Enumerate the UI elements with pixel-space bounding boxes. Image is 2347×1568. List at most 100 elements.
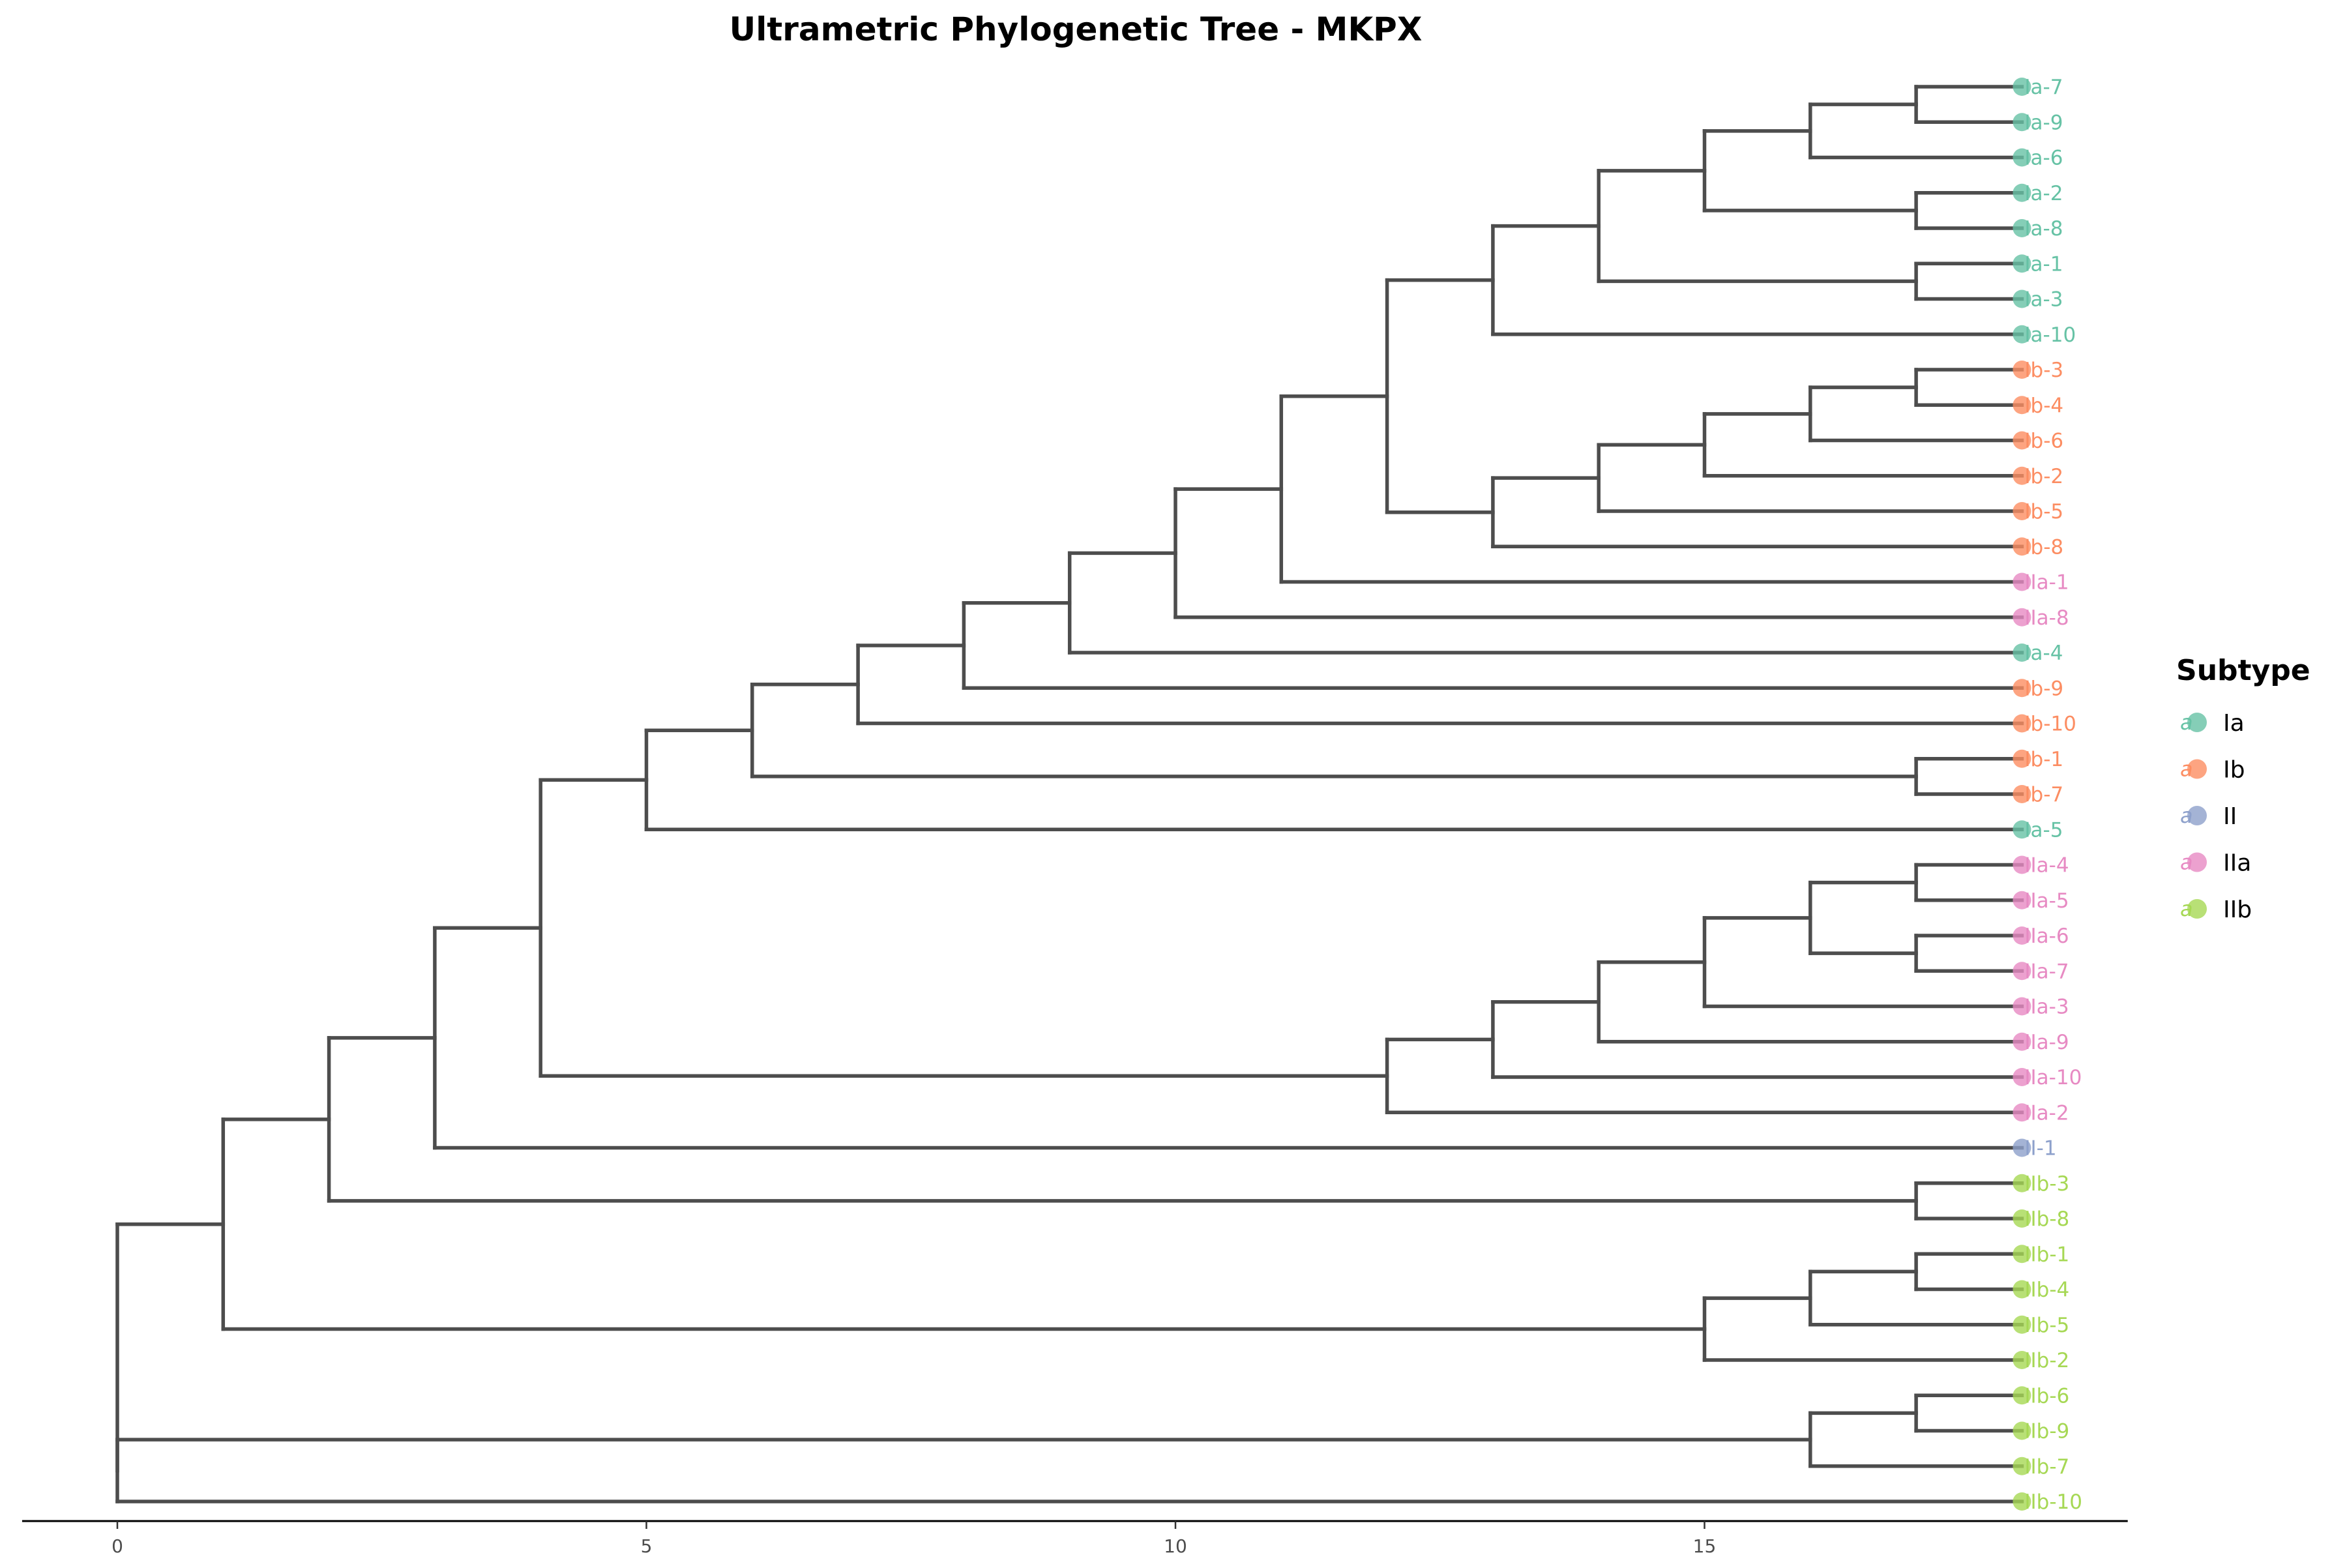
tip-point (2013, 1245, 2031, 1264)
tip-point (2013, 1457, 2031, 1475)
tip-point (2013, 1103, 2031, 1122)
tip-label: IIa-6 (2024, 925, 2069, 948)
tip-label: IIa-9 (2024, 1031, 2069, 1054)
legend-item: a IIb (2180, 896, 2252, 923)
tip-label: Ia-6 (2024, 147, 2063, 170)
legend-label: Ia (2223, 710, 2245, 737)
tip-label: Ib-2 (2024, 465, 2063, 488)
tip-point (2013, 891, 2031, 910)
tip-point (2013, 183, 2031, 202)
tip-point (2013, 502, 2031, 520)
tip-point (2013, 78, 2031, 96)
tree-tips: Ia-7 Ia-9 Ia-6 Ia-2 Ia-8 Ia-1 Ia-3 Ia-10 Ib-3 Ib-… (2013, 76, 2082, 1514)
legend-key-point (2187, 852, 2207, 872)
legend-key-point (2187, 899, 2207, 919)
legend-key-point (2187, 759, 2207, 779)
x-tick-label: 5 (641, 1535, 653, 1557)
legend-item: a Ia (2180, 710, 2245, 737)
tip-point (2013, 1174, 2031, 1192)
tip-point (2013, 148, 2031, 167)
tip-label: Ib-1 (2024, 748, 2063, 771)
tip-label: II-1 (2024, 1137, 2056, 1161)
legend-item: a IIa (2180, 850, 2251, 877)
tip-label: Ia-7 (2024, 76, 2063, 99)
tip-point (2013, 962, 2031, 981)
legend-label: II (2223, 803, 2237, 830)
tip-label: Ia-8 (2024, 217, 2063, 241)
tip-label: IIa-4 (2024, 854, 2069, 878)
tip-label: IIb-9 (2024, 1420, 2069, 1443)
tip-point (2013, 572, 2031, 591)
tip-label: Ia-5 (2024, 818, 2063, 842)
legend-item: a II (2180, 803, 2237, 830)
tip-point (2013, 254, 2031, 273)
chart-title: Ultrametric Phylogenetic Tree - MKPX (730, 10, 1423, 48)
tip-label: IIa-8 (2024, 606, 2069, 630)
tip-label: Ib-5 (2024, 500, 2063, 524)
tip-point (2013, 785, 2031, 803)
tip-point (2013, 1351, 2031, 1369)
tip-point (2013, 219, 2031, 237)
tip-point (2013, 1315, 2031, 1334)
tip-label: IIb-4 (2024, 1279, 2069, 1302)
tip-label: IIa-10 (2024, 1066, 2082, 1089)
tip-point (2013, 1032, 2031, 1051)
tip-label: Ia-4 (2024, 642, 2063, 665)
tip-label: IIa-3 (2024, 996, 2069, 1019)
tree-branches (115, 85, 2024, 1503)
tip-label: IIb-1 (2024, 1243, 2069, 1266)
tip-label: IIb-2 (2024, 1349, 2069, 1372)
x-tick-label: 10 (1164, 1535, 1187, 1557)
tip-point (2013, 289, 2031, 308)
legend-label: Ib (2223, 757, 2245, 784)
tip-label: Ib-10 (2024, 713, 2076, 736)
tip-label: Ib-4 (2024, 394, 2063, 417)
tip-point (2013, 431, 2031, 450)
tip-label: Ia-9 (2024, 111, 2063, 134)
tip-label: IIb-10 (2024, 1490, 2082, 1514)
tip-point (2013, 679, 2031, 698)
tip-point (2013, 325, 2031, 344)
tip-point (2013, 537, 2031, 556)
legend-key-point (2187, 806, 2207, 825)
tip-point (2013, 466, 2031, 485)
tip-label: IIa-2 (2024, 1101, 2069, 1125)
tip-label: Ia-10 (2024, 323, 2076, 347)
tip-point (2013, 926, 2031, 945)
tip-label: IIa-5 (2024, 889, 2069, 913)
x-axis: 0 5 10 15 (22, 1520, 2128, 1557)
tip-label: Ia-1 (2024, 252, 2063, 276)
legend-key-point (2187, 713, 2207, 732)
tip-label: IIb-6 (2024, 1384, 2069, 1408)
tip-point (2013, 608, 2031, 627)
tip-point (2013, 361, 2031, 379)
tip-label: IIa-7 (2024, 960, 2069, 983)
tip-label: Ib-7 (2024, 783, 2063, 806)
tip-point (2013, 396, 2031, 415)
tip-point (2013, 643, 2031, 662)
tip-point (2013, 855, 2031, 874)
tip-label: IIb-5 (2024, 1314, 2069, 1337)
tip-point (2013, 1209, 2031, 1228)
legend-label: IIb (2223, 896, 2252, 923)
legend-title: Subtype (2176, 654, 2310, 687)
tip-label: Ib-8 (2024, 535, 2063, 559)
tip-point (2013, 1068, 2031, 1086)
legend-label: IIa (2223, 850, 2251, 877)
tip-label: Ib-6 (2024, 430, 2063, 453)
tip-point (2013, 1280, 2031, 1299)
tip-label: Ib-9 (2024, 677, 2063, 700)
tip-point (2013, 113, 2031, 132)
tip-label: IIb-3 (2024, 1172, 2069, 1196)
tip-label: IIa-1 (2024, 571, 2069, 595)
tip-label: Ia-2 (2024, 182, 2063, 205)
tip-point (2013, 1386, 2031, 1405)
legend-item: a Ib (2180, 757, 2245, 784)
tip-label: Ib-3 (2024, 359, 2063, 382)
tip-label: Ia-3 (2024, 288, 2063, 312)
tip-point (2013, 820, 2031, 839)
tip-point (2013, 749, 2031, 768)
tip-point (2013, 1492, 2031, 1511)
